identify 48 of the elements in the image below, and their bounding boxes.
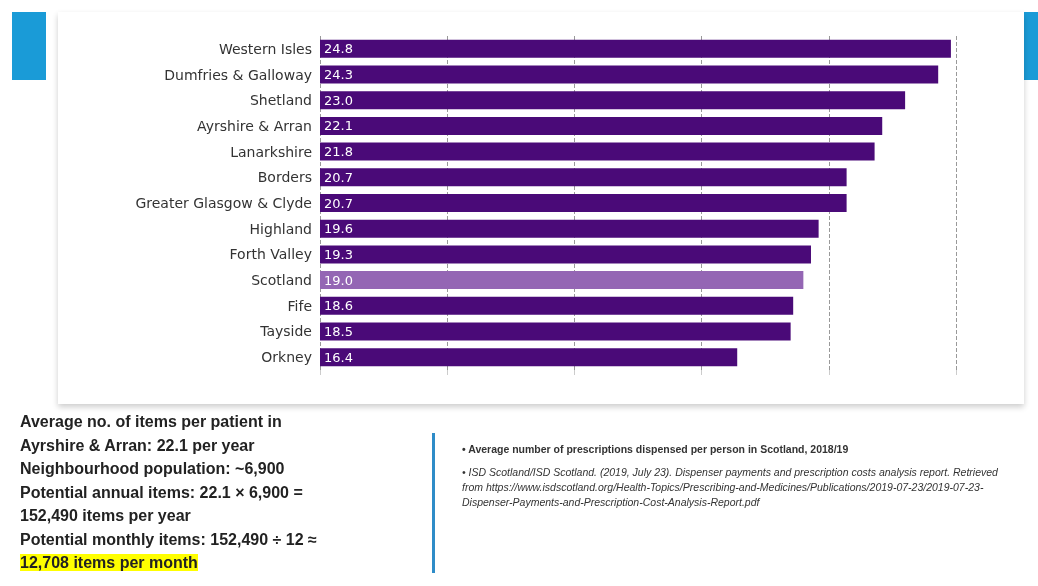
text: 152,490 items per year (20, 507, 191, 524)
y-tick-label: Orkney (261, 349, 312, 366)
text: 12,708 items per month (20, 554, 198, 571)
text: Potential annual items: 22.1 × 6,900 = (20, 483, 303, 501)
y-tick-label: Lanarkshire (230, 143, 312, 160)
y-tick-label: Shetland (249, 92, 312, 109)
text: • ISD Scotland/ISD Scotland. (2019, July 23). Dispenser payments and prescription costs analysis report. Retrieved from https://www.isdscotland.org/Health-Topics/Prescribing-and-Medicines/Publications/2019-07-23/2019-07-23-Dispenser-Payments-and-Prescription-Cost-Analysis-Report.pdf (462, 465, 999, 510)
y-tick-label: Greater Glasgow & Clyde (135, 195, 312, 211)
y-tick-label: Ayrshire & Arran (197, 117, 312, 134)
bar (320, 322, 791, 341)
text: Average no. of items per patient in (20, 413, 282, 430)
text: • Average number of prescriptions dispensed per person in Scotland, 2018/19 (462, 442, 850, 457)
data-label: 24.8 (324, 41, 353, 57)
data-label: 20.7 (324, 169, 353, 185)
bar (320, 194, 847, 212)
bar (320, 348, 738, 367)
data-label: 23.0 (324, 92, 353, 108)
bar (320, 142, 875, 161)
data-label: 24.3 (324, 67, 353, 83)
y-tick-label: Dumfries & Galloway (164, 66, 312, 83)
data-label: 19.6 (324, 221, 353, 237)
bar (320, 219, 819, 238)
y-tick-label: Western Isles (218, 40, 312, 57)
data-label: 16.4 (324, 349, 353, 365)
bar (320, 91, 906, 110)
bar (320, 296, 794, 315)
y-tick-label: Scotland (251, 272, 312, 289)
data-label: 18.5 (324, 323, 353, 339)
bar (320, 39, 951, 58)
bar (320, 271, 804, 290)
bar (320, 168, 847, 187)
text: Neighbourhood population: ~6,900 (20, 460, 285, 477)
y-tick-label: Tayside (259, 323, 312, 340)
y-tick-label: Highland (249, 220, 312, 237)
bar (320, 116, 883, 135)
data-label: 20.7 (324, 195, 353, 211)
data-label: 22.1 (324, 118, 353, 134)
y-tick-label: Fife (287, 297, 312, 314)
y-tick-label: Forth Valley (229, 246, 312, 263)
data-label: 21.8 (324, 144, 353, 160)
y-tick-label: Borders (257, 169, 312, 186)
data-label: 19.0 (324, 272, 353, 288)
data-label: 18.6 (324, 298, 353, 314)
text: Ayrshire & Arran: 22.1 per year (20, 436, 255, 454)
bar (320, 65, 939, 84)
text: Potential monthly items: 152,490 ÷ 12 ≈ (20, 530, 317, 548)
bar (320, 245, 811, 264)
data-label: 19.3 (324, 246, 353, 262)
